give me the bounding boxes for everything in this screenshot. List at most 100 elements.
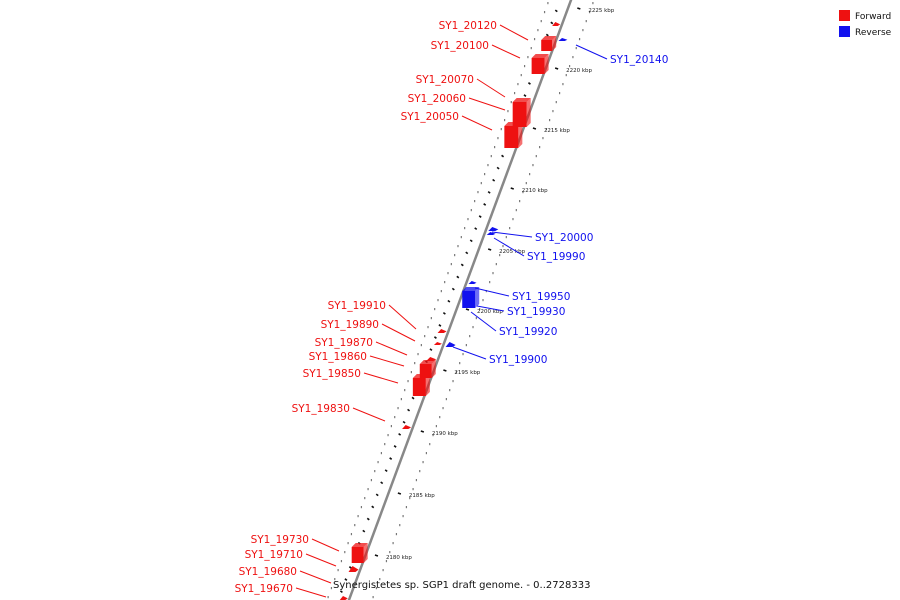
track-dot [459,362,461,365]
track-dot [480,182,482,185]
track-dot [379,578,381,581]
track-dot [434,308,436,311]
track-dot [424,335,426,338]
track-dot [420,344,422,347]
track-dot [445,398,447,401]
scale-tick-label: 2190 kbp [432,431,458,437]
minor-tick [465,251,469,255]
gene-block-forward [552,22,561,26]
track-dot [410,371,412,374]
gene-label-forward[interactable]: SY1_19910 [328,300,386,312]
minor-tick [496,166,500,170]
gene-label-reverse[interactable]: SY1_20140 [610,54,668,66]
track-dot [447,272,449,275]
track-dot [482,299,484,302]
genome-caption: Synergistetes sp. SGP1 draft genome. - 0… [333,580,590,591]
gene-label-reverse[interactable]: SY1_20000 [535,232,593,244]
legend-forward-swatch [839,10,850,21]
minor-tick [429,348,433,352]
track-dot [539,146,541,149]
track-dot [454,254,456,257]
minor-tick [380,481,384,485]
gene-block-forward [433,342,442,345]
track-dot [510,101,512,104]
minor-tick [375,493,379,497]
minor-tick [442,311,446,315]
gene-label-forward[interactable]: SY1_20050 [401,111,459,123]
track-dot [515,209,517,212]
track-dot [409,497,411,500]
track-dot [422,461,424,464]
leader-line [388,304,417,330]
track-dot [477,191,479,194]
track-dot [370,479,373,482]
track-dot [517,83,519,86]
track-dot [568,65,571,68]
gene-labels: SY1_20120 SY1_20100 SY1_20070 SY1_20060 SY1_… [235,20,669,595]
track-dot [585,20,587,23]
gene-label-forward[interactable]: SY1_19890 [321,319,379,331]
gene-block-forward [412,374,430,396]
legend: Forward Reverse [839,10,892,38]
gene-label-reverse[interactable]: SY1_19930 [507,306,565,318]
minor-tick [447,299,451,303]
gene-label-forward[interactable]: SY1_19730 [251,534,309,546]
major-tick [443,369,447,372]
gene-label-forward[interactable]: SY1_20120 [439,20,497,32]
minor-tick [456,275,460,279]
leader-line [311,538,340,552]
scale-tick-label: 2180 kbp [386,555,412,561]
track-dot [469,335,471,338]
leader-line [363,372,399,384]
track-dot [572,56,574,59]
gene-label-forward[interactable]: SY1_19710 [245,549,303,561]
minor-tick [545,33,549,37]
track-dot [405,506,408,509]
track-dot [540,20,542,23]
gene-label-forward[interactable]: SY1_20070 [416,74,474,86]
track-dot [487,164,489,167]
gene-label-forward[interactable]: SY1_19860 [309,351,367,363]
track-dot [377,461,379,464]
track-dot [382,569,384,572]
track-dot [347,542,349,545]
track-dot [360,506,363,509]
gene-label-reverse[interactable]: SY1_19920 [499,326,557,338]
track-dot [475,317,477,320]
gene-label-forward[interactable]: SY1_20060 [408,93,466,105]
track-dot [470,209,472,212]
gene-label-forward[interactable]: SY1_20100 [431,40,489,52]
track-dot [522,191,524,194]
leader-line [474,287,510,297]
gene-label-forward[interactable]: SY1_19670 [235,583,293,595]
scale-tick-label: 2205 kbp [499,249,525,255]
track-dot [414,362,416,365]
gene-label-reverse[interactable]: SY1_19990 [527,251,585,263]
track-dot [519,200,521,203]
track-dot [543,11,546,14]
track-dot [523,65,526,68]
track-dot [527,56,529,59]
track-dot [392,542,394,545]
gene-label-reverse[interactable]: SY1_19950 [512,291,570,303]
leader-line [499,24,529,41]
track-dot [467,218,469,221]
gene-block-reverse [462,287,480,308]
gene-label-reverse[interactable]: SY1_19900 [489,354,547,366]
track-dot [439,416,441,419]
track-dot [399,524,401,527]
track-dot [387,434,389,437]
track-dot [435,425,437,428]
minor-tick [451,287,455,291]
gene-label-forward[interactable]: SY1_19870 [315,337,373,349]
gene-label-forward[interactable]: SY1_19830 [292,403,350,415]
gene-label-forward[interactable]: SY1_19680 [239,566,297,578]
gene-block-reverse [468,281,477,284]
minor-tick [411,396,415,400]
track-dot [344,551,346,554]
track-dot [452,380,454,383]
minor-tick [433,336,437,339]
gene-label-forward[interactable]: SY1_19850 [303,368,361,380]
track-dot [455,371,457,374]
